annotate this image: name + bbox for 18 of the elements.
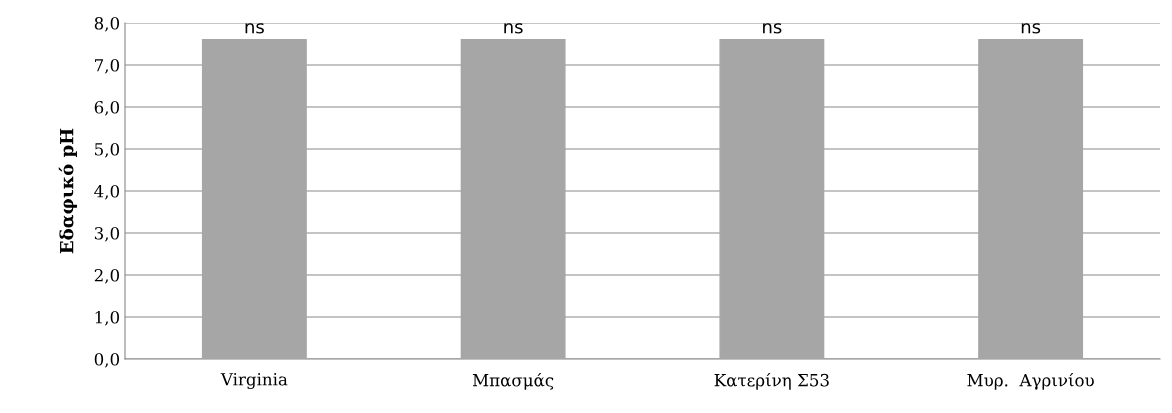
annotation: ns (1021, 23, 1041, 34)
annotation: ns (763, 23, 782, 34)
y-tick-label: 4,0 (94, 184, 120, 200)
y-tick-label: 0,0 (94, 352, 120, 368)
annotation: ns (504, 23, 523, 34)
annotation: ns (245, 23, 264, 34)
y-tick-label: 1,0 (95, 310, 120, 326)
y-axis-title: Εδαφικό pH (58, 128, 77, 254)
y-tick-label: 8,0 (94, 16, 120, 32)
x-tick-label: Virginia (220, 373, 288, 390)
x-tick-label: Κατερίνη Σ53 (714, 372, 829, 390)
y-tick-label: 2,0 (94, 268, 120, 284)
y-tick-label: 5,0 (95, 142, 120, 158)
x-tick-label: Μυρ. Αγρινίου (967, 372, 1094, 390)
y-tick-label: 7,0 (95, 58, 120, 74)
y-tick-label: 6,0 (94, 100, 120, 116)
y-tick-label: 3,0 (94, 226, 120, 242)
x-tick-label: Μπασμάς (472, 372, 554, 390)
